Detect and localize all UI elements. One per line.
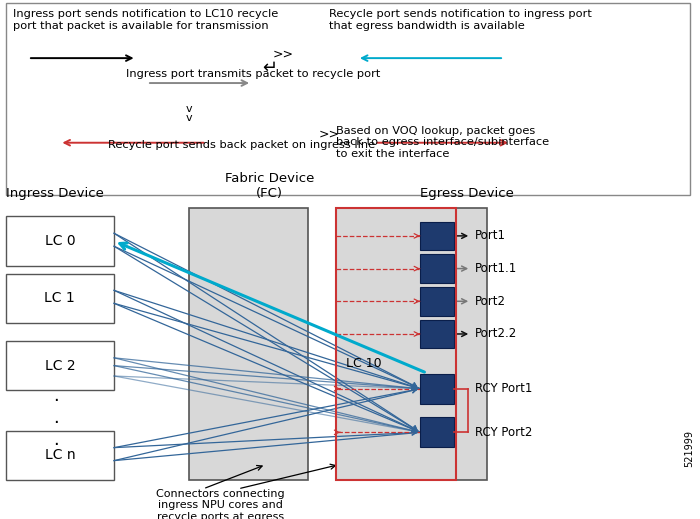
Bar (420, 417, 454, 447)
Text: ↵: ↵ (262, 59, 277, 76)
Bar (336, 208, 456, 480)
Text: Port1: Port1 (475, 229, 505, 242)
Bar (420, 287, 454, 316)
Bar (420, 254, 454, 283)
Text: RCY Port1: RCY Port1 (475, 382, 532, 395)
Text: Egress Device: Egress Device (420, 187, 514, 200)
Bar (420, 320, 454, 348)
Bar (189, 208, 308, 480)
Text: LC 10: LC 10 (346, 357, 382, 370)
Text: Port1.1: Port1.1 (475, 262, 517, 275)
Text: RCY Port2: RCY Port2 (475, 426, 532, 439)
Text: ·
·
·: · · · (53, 392, 59, 454)
Text: Recycle port sends back packet on ingress line: Recycle port sends back packet on ingres… (108, 140, 376, 150)
Bar (420, 374, 454, 404)
Text: v
v: v v (186, 104, 192, 123)
Bar (6, 341, 114, 390)
Bar (6, 274, 114, 323)
Text: Ingress Device: Ingress Device (6, 187, 104, 200)
Text: LC 2: LC 2 (45, 359, 75, 373)
Text: LC 0: LC 0 (45, 234, 75, 248)
Text: Port2: Port2 (475, 295, 505, 308)
Text: Ingress port sends notification to LC10 recycle
port that packet is available fo: Ingress port sends notification to LC10 … (13, 9, 278, 31)
Text: Ingress port transmits packet to recycle port: Ingress port transmits packet to recycle… (126, 69, 380, 78)
Bar (336, 208, 486, 480)
Text: Recycle port sends notification to ingress port
that egress bandwidth is availab: Recycle port sends notification to ingre… (329, 9, 592, 31)
Text: >>: >> (318, 127, 340, 140)
Bar (6, 431, 114, 480)
Text: Port2.2: Port2.2 (475, 327, 517, 340)
Text: 521999: 521999 (685, 430, 694, 467)
Text: Fabric Device
(FC): Fabric Device (FC) (225, 172, 314, 200)
Bar (6, 3, 690, 195)
Bar (420, 222, 454, 250)
Text: Based on VOQ lookup, packet goes
back to egress interface/subinterface
to exit t: Based on VOQ lookup, packet goes back to… (336, 126, 549, 159)
Bar (6, 216, 114, 266)
Text: LC n: LC n (45, 448, 75, 462)
Text: Connectors connecting
ingress NPU cores and
recycle ports at egress: Connectors connecting ingress NPU cores … (156, 489, 285, 519)
Text: LC 1: LC 1 (45, 291, 75, 305)
Text: >>: >> (273, 48, 294, 61)
